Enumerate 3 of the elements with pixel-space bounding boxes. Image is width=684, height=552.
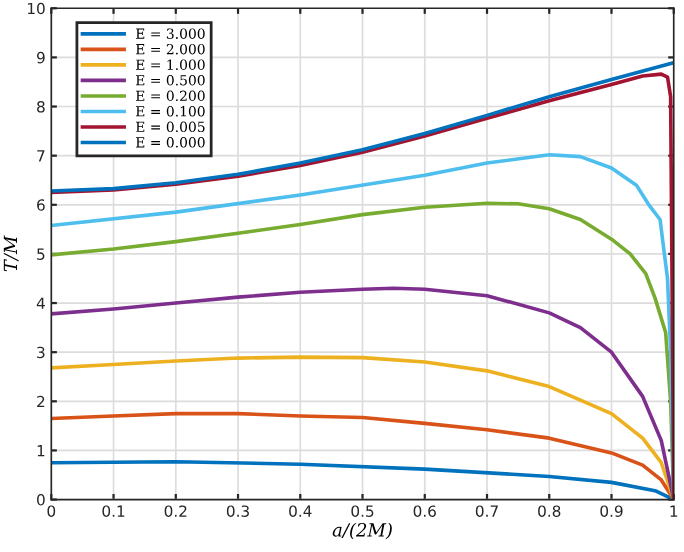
y-axis-title: T/M <box>3 235 19 272</box>
line-series <box>51 61 674 193</box>
x-axis-title: a/(2M) <box>332 522 392 540</box>
